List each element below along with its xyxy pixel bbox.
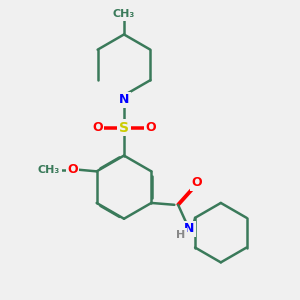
Text: O: O bbox=[191, 176, 202, 189]
Text: O: O bbox=[146, 121, 156, 134]
Text: CH₃: CH₃ bbox=[38, 164, 60, 175]
Text: O: O bbox=[67, 163, 78, 176]
Text: N: N bbox=[184, 222, 194, 236]
Text: S: S bbox=[119, 121, 129, 135]
Text: N: N bbox=[119, 93, 129, 106]
Text: H: H bbox=[176, 230, 186, 239]
Text: O: O bbox=[92, 121, 103, 134]
Text: CH₃: CH₃ bbox=[113, 9, 135, 19]
